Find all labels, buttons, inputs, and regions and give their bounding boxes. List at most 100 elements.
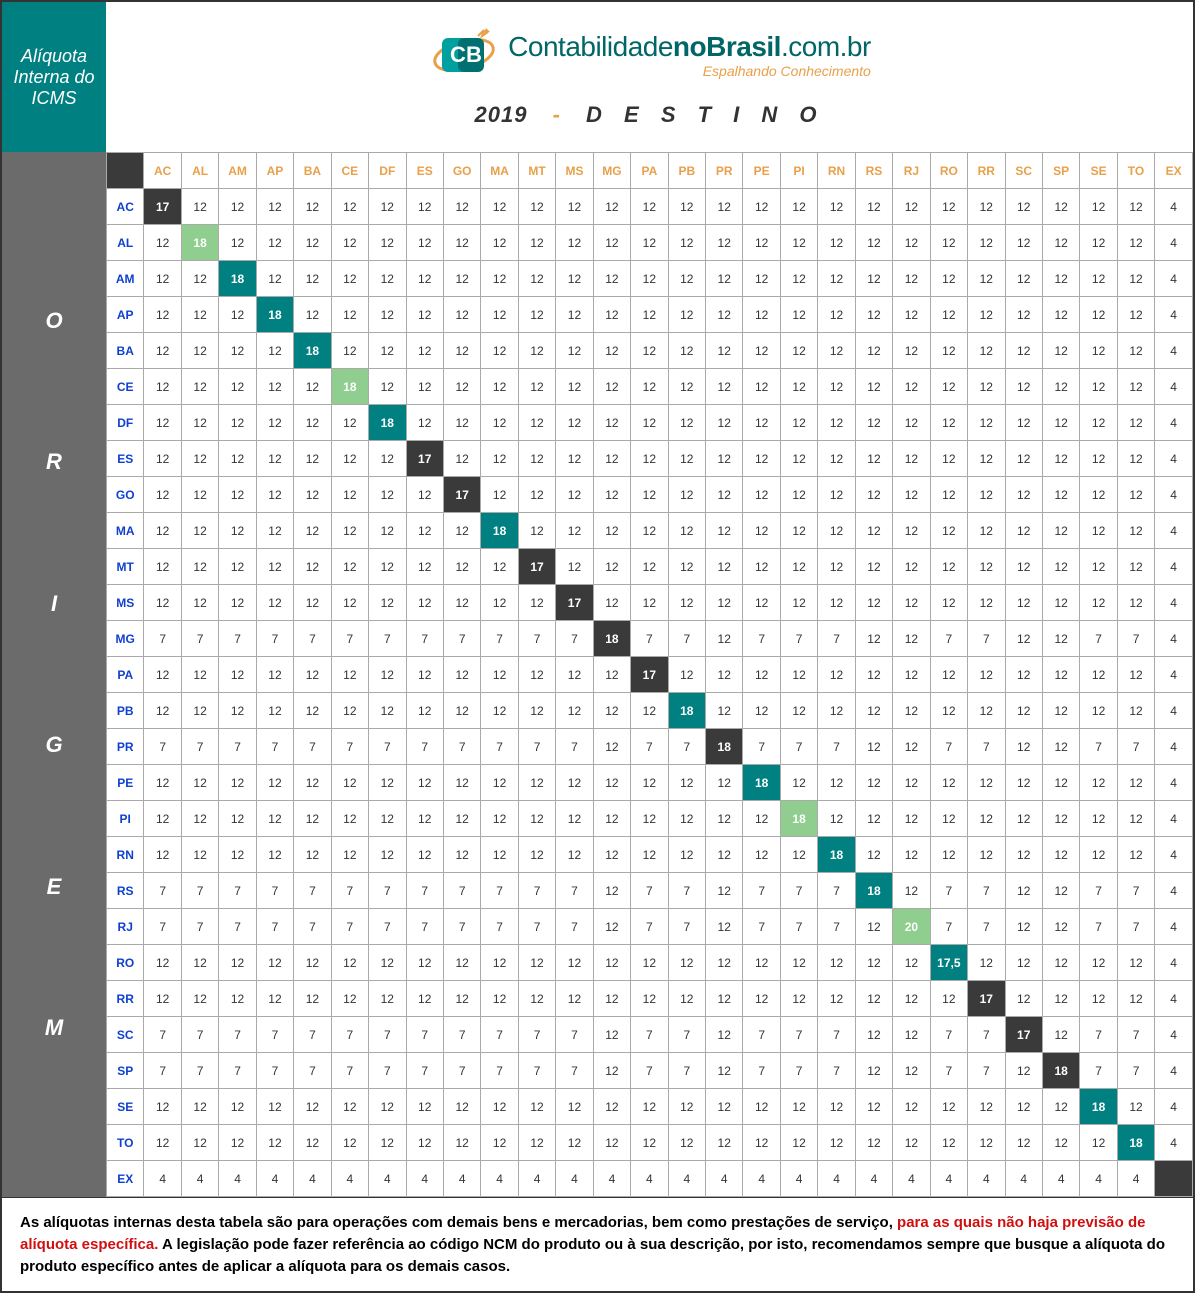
cell: 4 [1155, 729, 1193, 765]
cell: 12 [893, 1089, 930, 1125]
cell: 12 [743, 801, 780, 837]
cell: 12 [518, 369, 555, 405]
cell: 12 [631, 1125, 668, 1161]
cell: 12 [144, 225, 181, 261]
cell: 4 [556, 1161, 593, 1197]
cell: 12 [780, 405, 817, 441]
cell: 4 [1155, 441, 1193, 477]
cell: 12 [556, 477, 593, 513]
table-row: MA12121212121212121218121212121212121212… [107, 513, 1193, 549]
cell: 12 [855, 369, 892, 405]
cell: 12 [219, 369, 256, 405]
cell: 12 [855, 1053, 892, 1089]
cell: 12 [631, 801, 668, 837]
cell: 12 [1005, 1125, 1042, 1161]
cell: 7 [144, 1017, 181, 1053]
cell: 4 [1155, 657, 1193, 693]
cell: 7 [968, 729, 1005, 765]
cell: 7 [668, 909, 705, 945]
cell: 12 [1117, 765, 1154, 801]
cell: 12 [893, 729, 930, 765]
table-row: PB12121212121212121212121212121812121212… [107, 693, 1193, 729]
cell: 17,5 [930, 945, 967, 981]
cell: 12 [518, 981, 555, 1017]
cell: 7 [144, 873, 181, 909]
cell: 12 [706, 981, 743, 1017]
cell: 12 [818, 801, 855, 837]
cell: 7 [668, 1017, 705, 1053]
cell: 12 [443, 261, 480, 297]
cell: 18 [331, 369, 368, 405]
cell: 12 [930, 225, 967, 261]
cell: 12 [780, 189, 817, 225]
cell: 12 [706, 621, 743, 657]
cell: 12 [855, 261, 892, 297]
cell: 12 [968, 693, 1005, 729]
cell: 4 [1155, 1053, 1193, 1089]
cell: 12 [780, 261, 817, 297]
cell: 12 [369, 261, 406, 297]
cell: 12 [518, 189, 555, 225]
cell: 12 [706, 801, 743, 837]
cell: 12 [556, 657, 593, 693]
cell: 12 [780, 369, 817, 405]
cell: 7 [930, 729, 967, 765]
cell: 12 [1080, 765, 1117, 801]
cell: 12 [481, 693, 518, 729]
cell: 12 [219, 765, 256, 801]
cell: 12 [668, 1125, 705, 1161]
cell: 12 [1042, 261, 1079, 297]
col-header: PE [743, 153, 780, 189]
cell: 7 [443, 1053, 480, 1089]
cell: 12 [219, 225, 256, 261]
cell: 12 [294, 657, 331, 693]
cell: 12 [1117, 1089, 1154, 1125]
cell: 4 [1155, 693, 1193, 729]
cell: 12 [144, 549, 181, 585]
cell: 18 [780, 801, 817, 837]
cell: 12 [481, 801, 518, 837]
cell: 7 [256, 1053, 293, 1089]
logo-word-2: no [673, 31, 706, 62]
logo-subtitle: Espalhando Conhecimento [508, 63, 871, 79]
cell: 4 [1155, 585, 1193, 621]
cell: 12 [556, 225, 593, 261]
cell: 12 [518, 945, 555, 981]
cell: 12 [331, 549, 368, 585]
table-row: BA12121212181212121212121212121212121212… [107, 333, 1193, 369]
cell: 12 [481, 189, 518, 225]
cell: 12 [706, 441, 743, 477]
cell: 12 [443, 189, 480, 225]
cell: 12 [443, 585, 480, 621]
cell: 12 [930, 693, 967, 729]
cell: 12 [294, 801, 331, 837]
cell: 4 [780, 1161, 817, 1197]
cell: 12 [481, 765, 518, 801]
cell: 12 [181, 981, 218, 1017]
cell: 12 [144, 801, 181, 837]
cell: 12 [893, 405, 930, 441]
cell: 12 [893, 837, 930, 873]
cell: 7 [443, 621, 480, 657]
col-header: CE [331, 153, 368, 189]
cell: 12 [406, 549, 443, 585]
cell: 12 [706, 765, 743, 801]
cell: 18 [855, 873, 892, 909]
cell: 12 [144, 369, 181, 405]
cell: 7 [631, 1017, 668, 1053]
cell: 7 [443, 873, 480, 909]
svg-text:B: B [466, 42, 482, 67]
cell: 12 [706, 405, 743, 441]
cell: 7 [1117, 1053, 1154, 1089]
table-row: AL12181212121212121212121212121212121212… [107, 225, 1193, 261]
cell: 12 [144, 981, 181, 1017]
cell: 12 [1042, 873, 1079, 909]
cell: 7 [631, 729, 668, 765]
row-header: SP [107, 1053, 144, 1089]
cell: 7 [743, 873, 780, 909]
cell: 7 [743, 1053, 780, 1089]
cell: 12 [181, 1089, 218, 1125]
cell: 12 [968, 549, 1005, 585]
cell: 12 [780, 513, 817, 549]
cell: 12 [1080, 837, 1117, 873]
